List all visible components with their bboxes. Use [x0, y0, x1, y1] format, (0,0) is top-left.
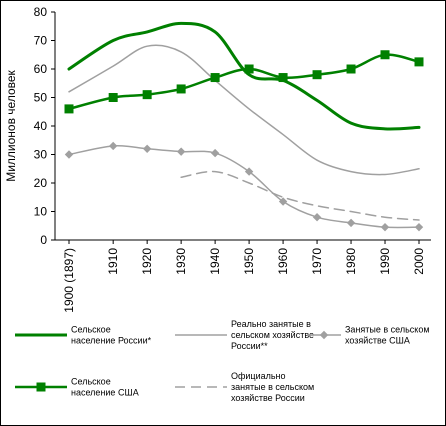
data-point [380, 222, 390, 232]
y-axis-label: Миллионов человек [4, 69, 18, 181]
data-point [244, 64, 254, 74]
data-point [64, 150, 74, 159]
data-point [278, 73, 288, 83]
y-tick-label: 70 [34, 34, 48, 48]
y-tick-label: 10 [34, 205, 48, 219]
data-point [108, 141, 118, 151]
legend-label: население России* [71, 336, 152, 346]
legend-marker [36, 382, 46, 392]
x-tick-label: 1970 [310, 248, 324, 275]
x-tick-label: 1980 [344, 248, 358, 275]
y-tick-label: 40 [34, 119, 48, 133]
legend-label: население США [71, 388, 139, 398]
y-tick-label: 0 [40, 233, 47, 247]
data-point [278, 197, 288, 206]
data-point [142, 90, 152, 100]
x-tick-label: 1950 [242, 248, 256, 275]
y-tick-label: 30 [34, 148, 48, 162]
data-point [380, 50, 390, 60]
legend-label: Официально [231, 371, 286, 381]
data-point [346, 218, 356, 228]
data-point [142, 144, 152, 154]
x-tick-label: 1990 [378, 248, 392, 275]
series-3 [64, 141, 424, 232]
data-point [210, 73, 220, 83]
data-point [108, 93, 118, 102]
series-1 [67, 21, 421, 131]
legend-label: Занятые в сельском [345, 325, 430, 335]
series-line [180, 170, 420, 221]
legend-label: Реально занятые в [231, 319, 311, 329]
series-layer [64, 21, 424, 232]
data-point [414, 57, 424, 67]
data-point [346, 64, 356, 74]
series-line [67, 21, 421, 131]
x-tick-label: 1910 [106, 248, 120, 275]
x-tick-label: 1930 [174, 248, 188, 275]
legend-label: Сельское [71, 377, 111, 387]
series-line [68, 44, 420, 176]
data-point [210, 148, 220, 158]
x-tick-label: 1940 [208, 248, 222, 275]
series-5 [180, 170, 420, 221]
data-point [414, 222, 424, 232]
legend-label: сельском хозяйстве [231, 330, 314, 340]
data-point [64, 104, 74, 114]
series-line [68, 145, 420, 229]
data-point [176, 147, 186, 156]
y-tick-label: 80 [34, 5, 48, 19]
data-point [176, 84, 186, 94]
series-line [67, 53, 421, 111]
data-point [312, 70, 322, 80]
y-tick-label: 20 [34, 176, 48, 190]
x-tick-label: 1900 (1897) [62, 248, 76, 313]
data-point [244, 167, 254, 176]
legend-label: Сельское [71, 325, 111, 335]
legend-marker [319, 330, 329, 340]
axes: 0 10 20 30 40 50 60 70 80 1900 (1897) 1910 1920 1930… [34, 5, 431, 313]
legend-label: занятые в сельском [231, 382, 314, 392]
x-tick-label: 1960 [276, 248, 290, 275]
series-2 [68, 44, 420, 176]
x-tick-label: 1920 [140, 248, 154, 275]
data-point [312, 212, 322, 222]
legend-label: хозяйстве США [345, 336, 410, 346]
legend-label: хозяйстве России [231, 393, 305, 403]
y-tick-label: 60 [34, 62, 48, 76]
x-tick-label: 2000 [412, 248, 426, 275]
series-4 [64, 50, 424, 114]
legend-label: России** [231, 341, 268, 351]
y-tick-label: 50 [34, 91, 48, 105]
